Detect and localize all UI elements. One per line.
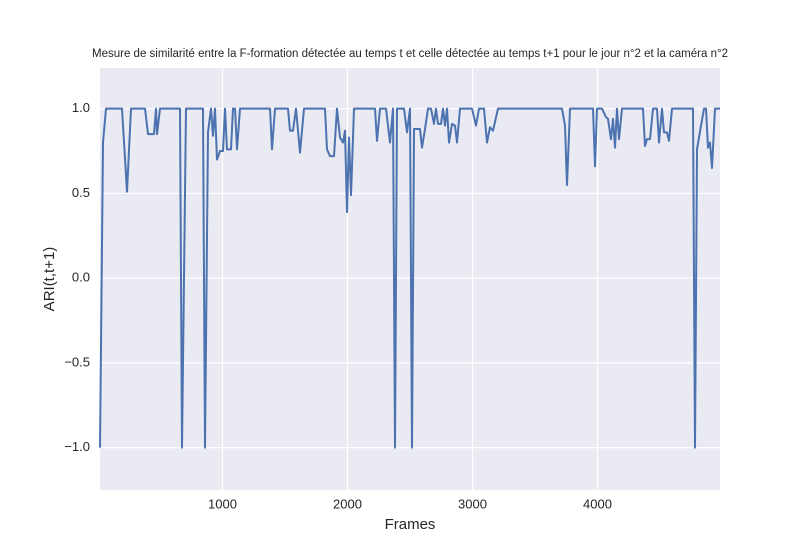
x-tick-label: 2000	[333, 496, 362, 511]
x-tick-label: 1000	[208, 496, 237, 511]
x-tick-label: 3000	[458, 496, 487, 511]
chart-title: Mesure de similarité entre la F-formatio…	[92, 48, 728, 60]
x-axis-label: Frames	[385, 516, 436, 533]
y-tick-label: 1.0	[72, 100, 90, 115]
y-tick-label: −0.5	[64, 354, 90, 369]
y-tick-label: 0.0	[72, 270, 90, 285]
y-tick-label: −1.0	[64, 439, 90, 454]
x-tick-label: 4000	[583, 496, 612, 511]
y-tick-label: 0.5	[72, 185, 90, 200]
y-axis-label: ARI(t,t+1)	[41, 247, 58, 312]
data-line	[99, 107, 720, 449]
